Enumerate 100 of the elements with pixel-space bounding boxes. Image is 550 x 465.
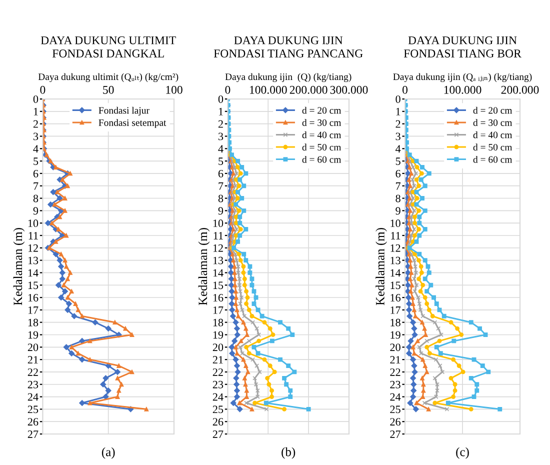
x-tick-label: 200.000 [501, 86, 539, 94]
y-tick-label: 22 [28, 368, 38, 376]
y-tick-label: 18 [390, 318, 400, 326]
y-tick-label: 6 [396, 170, 400, 178]
y-tick-label: 22 [212, 368, 223, 376]
legend-label: d = 20 cm [302, 106, 342, 114]
y-tick-label: 18 [28, 318, 38, 326]
y-tick-label: 1 [396, 108, 400, 116]
y-tick-label: 21 [28, 356, 38, 364]
x-tick-label: 200.000 [290, 86, 328, 94]
y-tick-label: 21 [390, 356, 400, 364]
y-tick-label: 0 [218, 95, 224, 103]
y-tick-label: 15 [213, 282, 224, 290]
text: (b) [282, 447, 296, 459]
legend-label: d = 30 cm [302, 119, 342, 126]
y-tick-label: 16 [28, 294, 38, 302]
legend-label: d = 30 cm [473, 119, 512, 126]
y-tick-label: 19 [28, 331, 38, 339]
chart-title: DAYA DUKUNG ULTIMIT FONDASI DANGKAL [40, 36, 176, 58]
y-tick-label: 12 [213, 244, 223, 252]
y-tick-label: 5 [218, 158, 224, 165]
y-tick-label: 17 [28, 306, 38, 314]
y-tick-label: 0 [396, 95, 400, 103]
y-tick-label: 19 [213, 331, 224, 339]
x-tick-label: 0 [402, 86, 408, 94]
y-tick-label: 16 [390, 294, 400, 302]
legend-label: Fondasi lajur [98, 106, 150, 116]
y-tick-label: 16 [213, 294, 224, 302]
chart-title: DAYA DUKUNG IJIN FONDASI TIANG PANCANG [214, 36, 363, 58]
x-tick-label: 300.000 [330, 86, 368, 94]
y-tick-label: 7 [218, 182, 224, 190]
y-tick-label: 23 [212, 380, 224, 388]
y-tick-label: 7 [34, 182, 38, 190]
x-tick-label: 0 [40, 86, 46, 94]
x-axis-title: Daya dukung ijin (Q) (kg/tiang) [225, 73, 352, 82]
x-tick-label: 100 [166, 86, 182, 94]
y-tick-label: 8 [396, 194, 400, 202]
y-tick-label: 8 [218, 194, 224, 202]
chart-title: DAYA DUKUNG IJIN FONDASI TIANG BOR [404, 36, 522, 58]
x-tick-label: 100.000 [250, 86, 287, 94]
y-tick-label: 5 [34, 158, 38, 165]
y-tick-label: 13 [213, 256, 224, 264]
legend-label: d = 60 cm [473, 156, 512, 163]
y-tick-label: 4 [395, 145, 401, 152]
y-tick-label: 24 [28, 393, 38, 401]
y-tick-label: 17 [213, 306, 224, 314]
x-tick-label: 50 [103, 86, 114, 94]
y-tick-label: 13 [28, 256, 38, 264]
y-tick-label: 13 [390, 256, 400, 264]
y-tick-label: 11 [391, 232, 400, 240]
y-tick-label: 9 [218, 207, 224, 215]
legend-label: Fondasi setempat [98, 119, 166, 128]
y-tick-label: 9 [396, 207, 400, 215]
y-tick-label: 2 [396, 120, 400, 128]
y-tick-label: 10 [28, 220, 38, 228]
y-tick-label: 19 [390, 331, 400, 339]
y-tick-label: 15 [390, 282, 400, 290]
y-tick-label: 26 [390, 418, 400, 426]
x-tick-label: 0 [225, 86, 230, 94]
y-tick-label: 3 [396, 132, 400, 140]
y-tick-label: 23 [390, 380, 400, 388]
legend-label: d = 60 cm [302, 156, 342, 163]
x-axis-title: Daya dukung ijin (Qₐ ᵢⱼᵢₙ) (kg/tiang) [393, 73, 532, 82]
y-tick-label: 23 [28, 380, 38, 388]
y-axis-title: Kedalaman (m) [376, 228, 387, 306]
y-tick-label: 4 [33, 145, 38, 152]
y-tick-label: 14 [390, 269, 401, 277]
legend-label: d = 40 cm [302, 131, 342, 138]
y-tick-label: 9 [33, 207, 38, 215]
x-axis-title: Daya dukung ultimit (Qᵤₗₜ) (kg/cm²) [38, 73, 178, 82]
y-axis-title: Kedalaman (m) [13, 228, 25, 306]
y-tick-label: 0 [33, 95, 38, 103]
y-tick-label: 24 [390, 393, 401, 401]
legend-label: d = 20 cm [473, 106, 512, 114]
y-tick-label: 6 [218, 170, 224, 178]
y-tick-label: 18 [213, 318, 224, 326]
y-tick-label: 14 [28, 269, 38, 277]
legend-label: d = 50 cm [473, 144, 512, 151]
y-tick-label: 12 [390, 244, 400, 252]
y-tick-label: 11 [28, 232, 38, 240]
y-tick-label: 25 [390, 406, 400, 414]
y-tick-label: 26 [212, 418, 224, 426]
x-tick-label: 100.000 [444, 86, 482, 94]
y-tick-label: 25 [28, 406, 38, 414]
y-tick-label: 4 [218, 145, 224, 152]
y-tick-label: 20 [212, 344, 224, 352]
y-tick-label: 8 [33, 194, 38, 202]
y-tick-label: 17 [390, 306, 401, 314]
y-tick-label: 1 [218, 108, 223, 116]
legend-label: d = 40 cm [473, 131, 512, 138]
y-tick-label: 11 [214, 232, 223, 240]
y-tick-label: 12 [28, 244, 38, 252]
y-axis-title: Kedalaman (m) [198, 228, 210, 306]
y-tick-label: 24 [212, 393, 224, 401]
y-tick-label: 27 [212, 430, 224, 438]
y-tick-label: 14 [213, 269, 224, 277]
y-tick-label: 7 [396, 182, 401, 190]
legend-label: d = 50 cm [302, 144, 342, 151]
y-tick-label: 15 [28, 282, 38, 290]
y-tick-label: 3 [218, 132, 224, 140]
